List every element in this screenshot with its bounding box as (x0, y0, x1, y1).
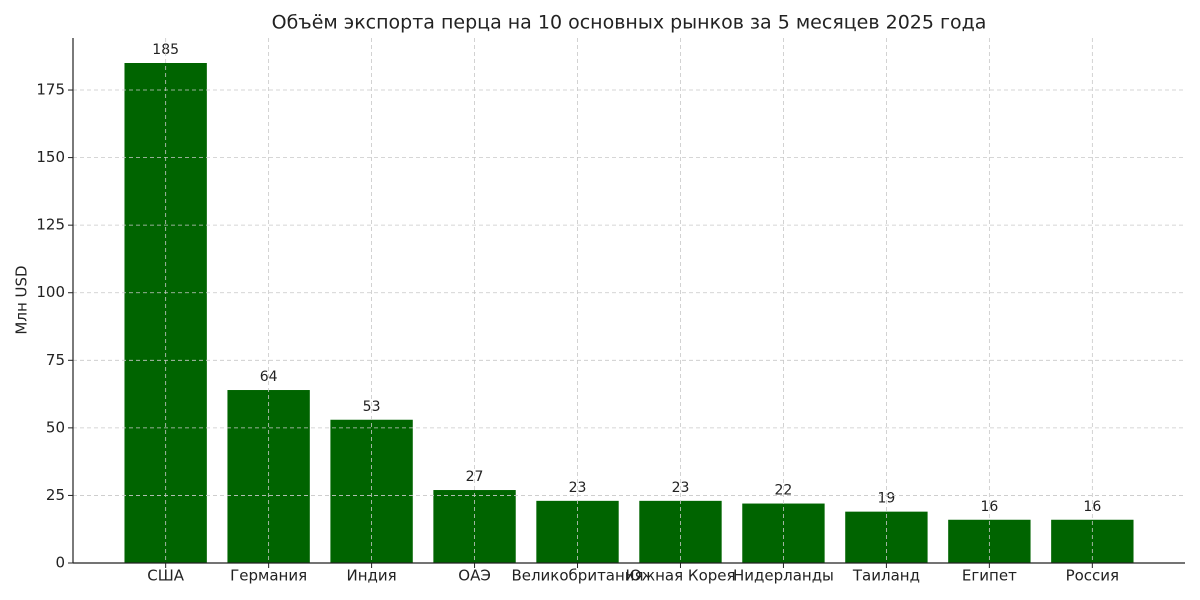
y-tick-label: 25 (46, 486, 65, 504)
y-tick-label: 0 (55, 554, 65, 572)
y-axis-label: Млн USD (13, 265, 31, 334)
x-tick-label: Великобритания (511, 567, 643, 585)
bar (1051, 519, 1134, 563)
value-label: 27 (466, 469, 484, 485)
chart-title: Объём экспорта перца на 10 основных рынк… (272, 12, 987, 34)
value-label: 16 (980, 499, 998, 515)
x-tick-label: Южная Корея (625, 567, 735, 585)
bar (330, 419, 413, 563)
value-label: 185 (152, 42, 179, 58)
y-tick-label: 100 (36, 283, 65, 301)
y-tick-label: 150 (36, 148, 65, 166)
y-tick-label: 75 (46, 351, 65, 369)
bar (742, 503, 825, 563)
value-label: 19 (877, 491, 895, 507)
value-label: 16 (1083, 499, 1101, 515)
bar (948, 519, 1031, 563)
x-tick-label: ОАЭ (458, 567, 491, 585)
x-tick-label: Египет (962, 567, 1017, 585)
value-label: 22 (775, 483, 793, 499)
y-tick-label: 125 (36, 216, 65, 234)
x-tick-label: США (147, 567, 185, 585)
x-tick-label: Германия (230, 567, 307, 585)
y-tick-label: 50 (46, 418, 65, 436)
x-tick-label: Россия (1066, 567, 1120, 585)
value-label: 53 (363, 399, 381, 415)
x-tick-label: Таиланд (852, 567, 920, 585)
x-tick-label: Нидерланды (733, 567, 834, 585)
y-tick-label: 175 (36, 81, 65, 99)
x-tick-label: Индия (347, 567, 397, 585)
